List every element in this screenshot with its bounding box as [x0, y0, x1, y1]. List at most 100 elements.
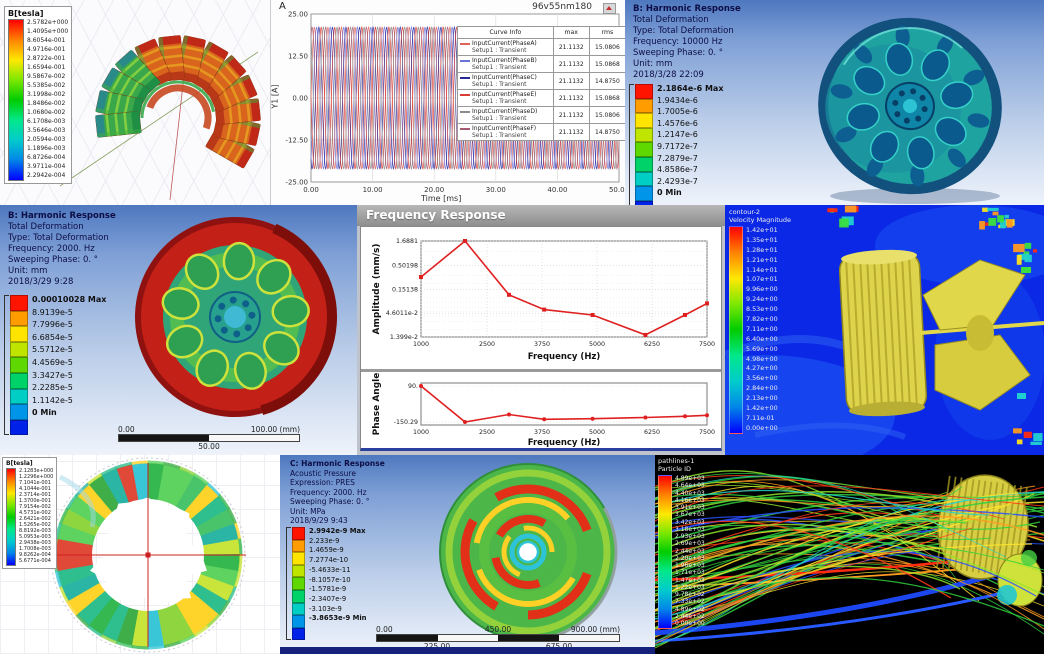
field-legend-title: B[tesla] [8, 9, 44, 18]
legend-label: -3.8653e-9 Min [309, 614, 367, 623]
legend-label: 1.4659e-9 [309, 546, 344, 555]
svg-text:7500: 7500 [699, 341, 715, 348]
ruler-label: 0.00 [376, 625, 393, 634]
legend-value: 4.16e+03 [675, 496, 705, 504]
legend-value: 1.42e+00 [746, 404, 778, 413]
panel-frequency-response-window: Frequency Response 1.6881 0.50198 0.15138 4… [357, 205, 725, 455]
legend-value: 1.6594e-001 [27, 64, 66, 71]
legend-color-cell [10, 419, 28, 436]
legend-value: 9.5867e-002 [27, 73, 66, 80]
svg-text:50.00: 50.00 [609, 186, 626, 194]
info-line: Total Deformation [633, 15, 709, 25]
svg-text:90.: 90. [408, 383, 418, 390]
svg-text:-150.29: -150.29 [394, 419, 418, 426]
curve-color-swatch [460, 76, 470, 79]
table-cell: 21.1132 [552, 72, 590, 90]
info-line: B: Harmonic Response [633, 4, 741, 14]
legend-color-cell [292, 527, 305, 540]
svg-text:-25.00: -25.00 [285, 179, 308, 187]
ruler-bar [118, 434, 300, 442]
field-legend: B[tesla] 2.5782e+000 1.4095e+000 8.6054e-0… [4, 6, 73, 184]
color-scale-bar [658, 475, 672, 629]
legend-color-cell [292, 589, 305, 603]
legend-color-cell [635, 186, 653, 201]
legend-values: 4.89e+03 4.64e+03 4.40e+03 4.16e+03 3.91e+03… [675, 475, 705, 627]
legend-value: 1.21e+01 [746, 255, 778, 264]
ruler-label: 50.00 [198, 442, 220, 451]
legend-color-cell [635, 98, 653, 114]
legend-color-cell [635, 171, 653, 187]
legend-value: 3.18e+03 [675, 525, 705, 533]
field-legend-title: B[tesla] [6, 460, 33, 467]
field-legend: B[tesla] 2.1283e+000 1.2296e+000 7.1041e-0… [2, 457, 58, 569]
legend-label: 1.9434e-6 [657, 95, 698, 105]
ruler-segment [437, 635, 498, 641]
legend-label: -2.3407e-9 [309, 594, 347, 603]
legend-color-cell [635, 113, 653, 128]
plot-title: 96v55nm180 [532, 2, 592, 12]
rotor-field-view [50, 457, 246, 653]
window-title-bar: Frequency Response [357, 205, 725, 226]
legend-label: 1.1142e-5 [32, 395, 73, 405]
info-line: 2018/3/28 22:09 [633, 70, 704, 80]
legend-value: 2.5782e+000 [27, 19, 69, 26]
legend-bracket [629, 84, 634, 205]
svg-text:10.00: 10.00 [363, 186, 383, 194]
legend-color-cell [292, 577, 305, 590]
ruler-segment [119, 435, 209, 441]
svg-text:6250: 6250 [644, 341, 660, 348]
legend-color-cell [292, 552, 305, 565]
legend-value: 2.84e+00 [746, 384, 778, 393]
svg-text:3750: 3750 [534, 341, 550, 348]
legend-color-cell [292, 627, 305, 641]
legend-label: 9.7172e-7 [657, 141, 698, 151]
legend-value: 3.1998e-002 [27, 91, 66, 98]
field-legend-values: 2.5782e+000 1.4095e+000 8.6054e-001 4.9716e… [27, 19, 68, 179]
ruler-bottom-labels: 225.00 675.00 [376, 642, 620, 651]
info-line: Type: Total Deformation [633, 26, 734, 36]
legend-value: 1.4095e+000 [27, 28, 69, 35]
table-cell: InputCurrent(PhaseD) Setup1 : Transient [457, 106, 554, 124]
cfd-contour-view [725, 205, 1044, 455]
legend-value: 4.5731e-002 [19, 510, 51, 516]
legend-label: 4.8586e-7 [657, 165, 698, 175]
table-cell: InputCurrent(PhaseC) Setup1 : Transient [457, 72, 554, 90]
legend-label: 2.4293e-7 [657, 176, 698, 186]
svg-text:4.6011e-2: 4.6011e-2 [386, 310, 418, 317]
table-cell: 15.0868 [588, 89, 626, 107]
svg-text:Amplitude (mm/s): Amplitude (mm/s) [372, 244, 382, 335]
legend-value: 4.98e+00 [746, 354, 778, 363]
legend-color-cell [10, 404, 28, 420]
ruler-label: 0.00 [118, 425, 135, 434]
curve-color-swatch [460, 110, 470, 113]
color-scale-bar [6, 468, 16, 566]
panel-harmonic-response-2000hz: B: Harmonic Response Total Deformation Typ… [0, 205, 357, 455]
legend-value: 1.5265e-002 [19, 522, 51, 528]
table-cell: 15.0806 [588, 38, 626, 56]
wheel-deformation-view [818, 17, 1002, 204]
table-cell: InputCurrent(PhaseE) Setup1 : Transient [457, 89, 554, 107]
legend-value: 2.8722e-001 [27, 55, 66, 62]
legend-values: 1.42e+01 1.35e+01 1.28e+01 1.21e+01 1.14e+01… [746, 226, 778, 432]
legend-value: 4.1044e-001 [19, 486, 51, 492]
legend-value: 7.11e-01 [746, 413, 775, 422]
frequency-response-charts: 1.6881 0.50198 0.15138 4.6011e-2 1.399e-2 100… [360, 226, 722, 451]
particle-id-legend: pathlines-1 Particle ID 4.89e+03 4.64e+03 4.… [658, 457, 705, 629]
legend-value: 2.2942e-004 [27, 172, 66, 179]
deformation-legend: 2.1864e-6 Max 1.9434e-6 1.7005e-6 1.4576e-6… [629, 84, 724, 205]
table-cell: 21.1132 [552, 89, 590, 107]
legend-value: 4.40e+03 [675, 489, 705, 497]
legend-value: 3.5646e-003 [27, 127, 66, 134]
svg-text:0.00: 0.00 [303, 186, 319, 194]
table-row: InputCurrent(PhaseB) Setup1 : Transient 21… [457, 55, 626, 73]
frequency-response-chart: 1.68810.501980.151384.6011e-21.399e-2100… [361, 238, 721, 448]
svg-text:0.00: 0.00 [292, 95, 308, 103]
table-row: InputCurrent(PhaseE) Setup1 : Transient 21… [457, 89, 626, 107]
legend-color-cell [635, 84, 653, 99]
curve-color-swatch [460, 42, 470, 45]
ruler-label: 100.00 (mm) [250, 425, 300, 434]
curve-color-swatch [460, 127, 470, 130]
ruler-label: 900.00 (mm) [570, 625, 620, 634]
legend-label: 2.1864e-6 Max [657, 84, 724, 93]
